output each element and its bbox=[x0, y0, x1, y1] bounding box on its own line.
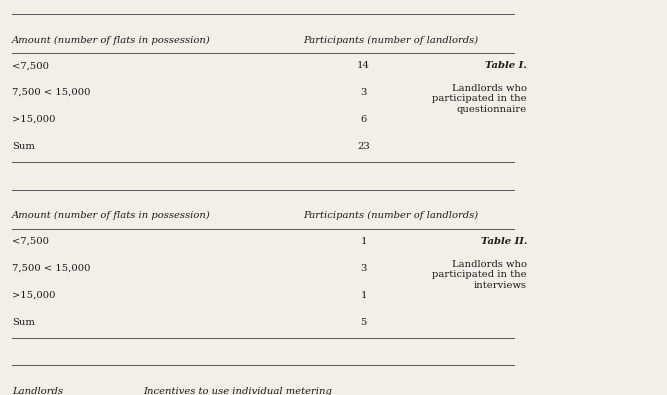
Text: 7,500 < 15,000: 7,500 < 15,000 bbox=[12, 264, 91, 273]
Text: >15,000: >15,000 bbox=[12, 291, 55, 300]
Text: Landlords who
participated in the
interviews: Landlords who participated in the interv… bbox=[432, 260, 527, 290]
Text: 3: 3 bbox=[360, 264, 367, 273]
Text: Incentives to use individual metering: Incentives to use individual metering bbox=[143, 387, 332, 395]
Text: Participants (number of landlords): Participants (number of landlords) bbox=[303, 211, 479, 220]
Text: 14: 14 bbox=[357, 61, 370, 70]
Text: Landlords who
participated in the
questionnaire: Landlords who participated in the questi… bbox=[432, 84, 527, 114]
Text: Amount (number of flats in possession): Amount (number of flats in possession) bbox=[12, 36, 211, 45]
Text: 5: 5 bbox=[360, 318, 367, 327]
Text: Table I.: Table I. bbox=[485, 61, 527, 70]
Text: Table II.: Table II. bbox=[480, 237, 527, 246]
Text: Sum: Sum bbox=[12, 318, 35, 327]
Text: Sum: Sum bbox=[12, 142, 35, 151]
Text: 1: 1 bbox=[360, 237, 367, 246]
Text: <7,500: <7,500 bbox=[12, 237, 49, 246]
Text: 23: 23 bbox=[357, 142, 370, 151]
Text: 7,500 < 15,000: 7,500 < 15,000 bbox=[12, 88, 91, 97]
Text: 1: 1 bbox=[360, 291, 367, 300]
Text: 3: 3 bbox=[360, 88, 367, 97]
Text: Landlords: Landlords bbox=[12, 387, 63, 395]
Text: >15,000: >15,000 bbox=[12, 115, 55, 124]
Text: Participants (number of landlords): Participants (number of landlords) bbox=[303, 36, 479, 45]
Text: 6: 6 bbox=[360, 115, 367, 124]
Text: Amount (number of flats in possession): Amount (number of flats in possession) bbox=[12, 211, 211, 220]
Text: <7,500: <7,500 bbox=[12, 61, 49, 70]
